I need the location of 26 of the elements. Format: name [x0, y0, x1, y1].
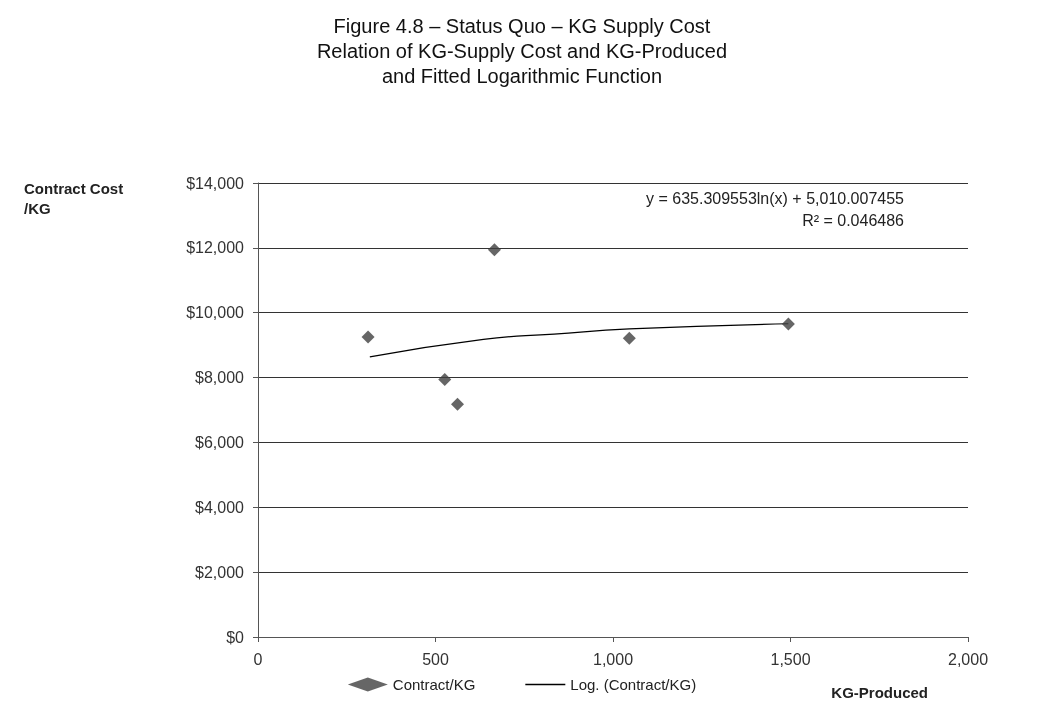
- x-tick-label: 1,500: [770, 650, 811, 668]
- y-tick-label: $2,000: [195, 563, 245, 581]
- y-tick-label: $6,000: [195, 433, 245, 451]
- x-tick-label: 500: [422, 650, 449, 668]
- x-tick-label: 0: [253, 650, 263, 668]
- point: [487, 243, 501, 257]
- point: [622, 331, 636, 345]
- y-tick-label: $10,000: [186, 304, 245, 322]
- point: [451, 397, 465, 411]
- x-tick-label: 1,000: [592, 650, 634, 668]
- legend-label: Contract/KG: [392, 676, 476, 693]
- x-axis-title: KG-Produced: [831, 684, 928, 701]
- legend-label: Log. (Contract/KG): [570, 676, 697, 693]
- y-tick-label: $0: [226, 628, 245, 646]
- annotation: y = 635.309553ln(x) + 5,010.007455: [646, 189, 905, 207]
- chart-title: Figure 4.8 – Status Quo – KG Supply Cost Relation of KG-Supply Cost and KG-Produced and Fitted Logarithmic Function: [316, 14, 728, 87]
- y-tick-label: $8,000: [195, 369, 245, 387]
- y-tick-label: $4,000: [195, 498, 245, 516]
- annotation: R² = 0.046486: [802, 211, 905, 229]
- point: [438, 373, 452, 387]
- y-tick-label: $12,000: [186, 239, 245, 257]
- point: [781, 317, 795, 331]
- point: [361, 330, 375, 344]
- y-tick-label: $14,000: [186, 174, 245, 192]
- x-tick-label: 2,000: [947, 650, 989, 668]
- y-axis-title: Contract Cost /KG: [24, 179, 124, 217]
